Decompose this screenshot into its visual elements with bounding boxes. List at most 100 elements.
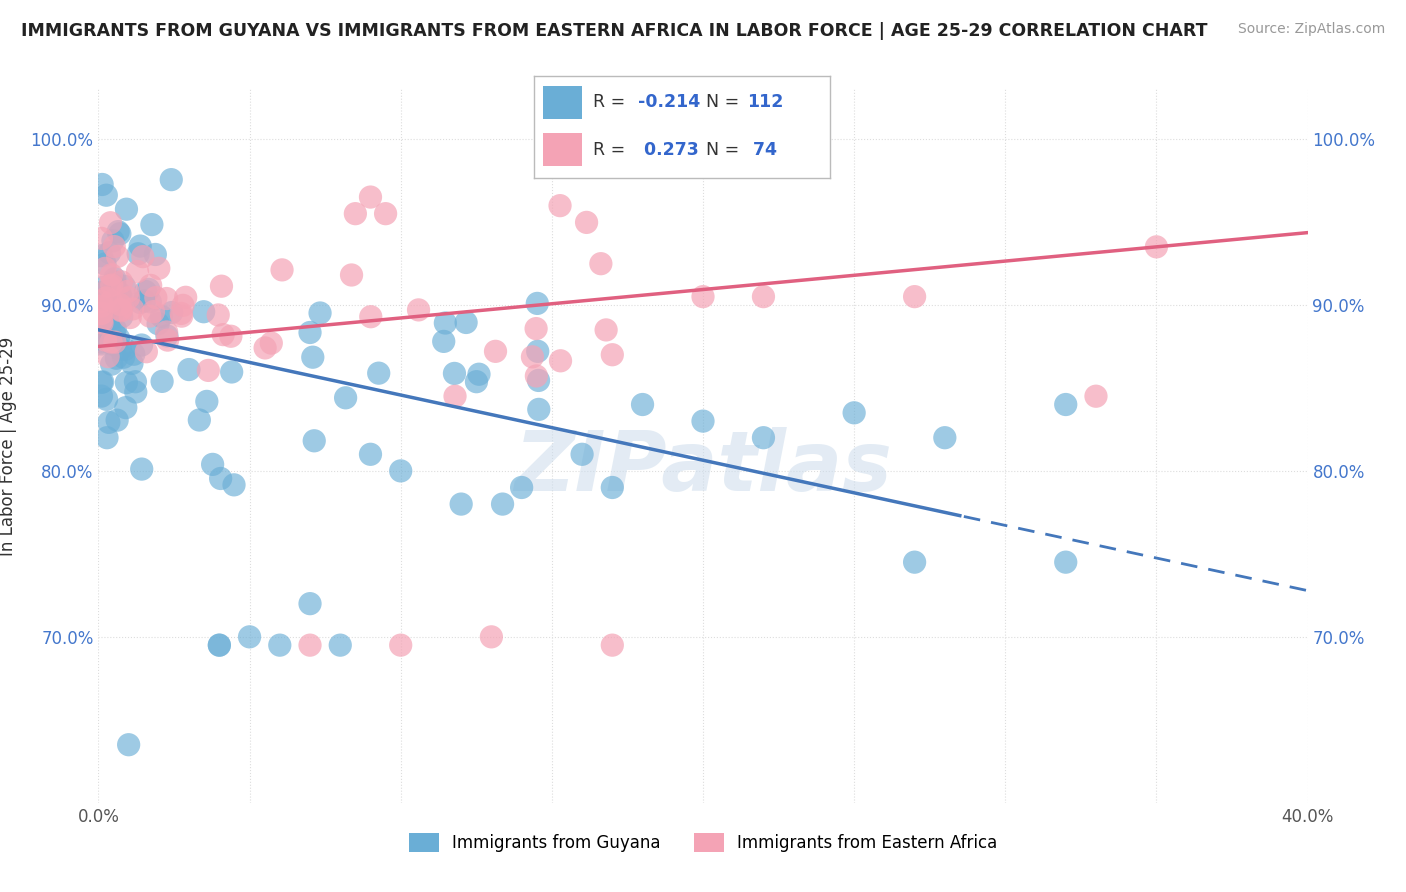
Point [121,356,143,370]
Point [100,311,122,326]
Point [692,290,714,304]
Point [752,431,775,445]
Point [90,313,112,327]
Point [101,234,124,248]
Point [90,299,112,313]
Point [117,291,139,305]
Point [468,368,491,382]
Point [524,321,547,335]
Point [96,291,118,305]
Point [91,280,114,294]
Point [94,333,117,347]
Point [155,292,177,306]
Point [121,301,143,316]
Point [93,320,115,334]
Bar [543,87,582,119]
Point [129,295,152,310]
Point [188,413,211,427]
Point [142,304,165,318]
Point [115,202,138,217]
Point [120,310,142,325]
Point [104,280,127,294]
Point [160,172,183,186]
Point [575,215,598,229]
Point [156,325,179,339]
Point [219,329,242,343]
Point [150,310,173,324]
Point [527,374,550,388]
Point [94,257,117,271]
Point [302,434,325,448]
Point [170,306,193,320]
Point [201,458,224,472]
Point [94,261,117,276]
Point [1085,389,1108,403]
Point [408,302,430,317]
Point [108,286,131,301]
Point [100,278,122,293]
Point [110,342,132,356]
Point [299,638,322,652]
Point [134,293,156,308]
Y-axis label: In Labor Force | Age 25-29: In Labor Force | Age 25-29 [0,336,17,556]
Point [360,447,382,461]
Point [934,431,956,445]
Point [135,344,157,359]
Point [90,285,112,300]
Point [602,481,624,495]
Point [94,294,117,309]
Point [595,323,617,337]
Point [110,275,132,289]
Point [104,322,127,336]
Point [481,630,503,644]
Point [90,301,112,316]
Point [125,384,148,399]
Point [132,250,155,264]
Point [491,497,513,511]
Point [197,363,219,377]
Point [110,302,132,317]
Point [260,336,283,351]
Point [96,431,118,445]
Point [301,350,323,364]
Point [208,638,231,652]
Point [208,638,231,652]
Point [443,367,465,381]
Text: R =: R = [593,141,631,159]
Point [752,290,775,304]
Point [97,415,120,429]
Text: R =: R = [593,94,631,112]
Point [1054,555,1077,569]
Point [90,249,112,263]
Point [456,316,478,330]
Point [114,342,136,356]
Point [1054,397,1077,411]
Point [433,334,456,349]
Point [112,350,135,364]
Point [602,348,624,362]
Point [172,298,194,312]
Point [360,310,382,324]
Point [107,225,129,239]
Point [150,375,173,389]
Point [90,389,112,403]
Point [100,268,122,282]
Point [156,333,179,347]
Point [98,300,121,314]
Point [344,207,367,221]
Point [844,406,866,420]
Point [105,413,128,427]
Point [98,245,121,260]
Point [131,462,153,476]
Point [96,188,118,202]
Point [145,291,167,305]
Point [299,326,322,340]
Point [374,207,396,221]
Point [450,497,472,511]
Point [103,326,125,340]
Point [104,335,127,350]
Point [127,264,149,278]
Point [118,738,141,752]
Point [90,326,112,340]
Point [135,285,157,299]
